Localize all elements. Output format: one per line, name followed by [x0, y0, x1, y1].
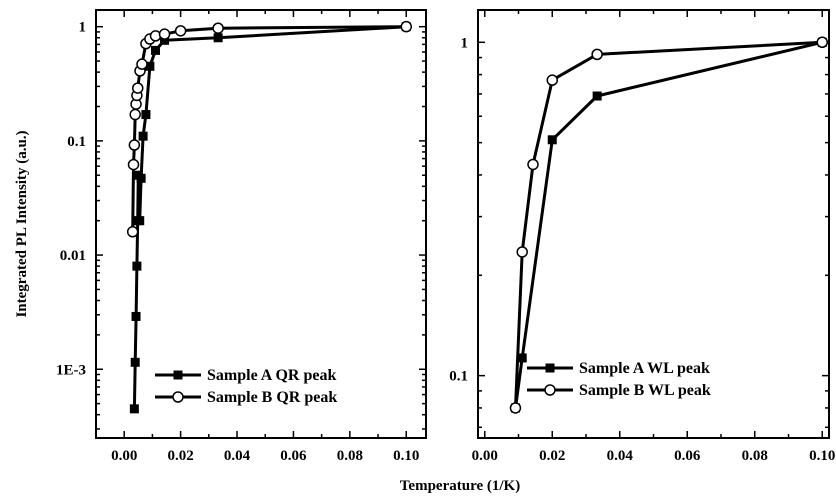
series-1 [509, 36, 828, 414]
data-point [132, 261, 142, 271]
series-line [131, 25, 407, 232]
y-tick-label: 0.1 [449, 369, 468, 385]
y-tick-label: 1E-3 [56, 362, 86, 378]
data-point [527, 158, 539, 171]
data-point [547, 135, 557, 145]
series-0 [129, 22, 411, 414]
data-point [126, 226, 139, 238]
data-point [158, 28, 171, 40]
y-axis-title: Integrated PL Intensity (a.u.) [14, 130, 30, 317]
data-point [136, 173, 146, 183]
legend-marker [173, 370, 183, 380]
x-tick-label: 0.10 [809, 448, 835, 464]
x-tick-label: 0.10 [393, 448, 419, 464]
legend-label: Sample B QR peak [207, 389, 337, 406]
data-point [174, 25, 187, 37]
series-line [514, 40, 823, 408]
y-tick-label: 1 [461, 35, 469, 51]
data-point [129, 404, 139, 414]
x-tick-label: 0.06 [674, 448, 701, 464]
data-point [131, 82, 144, 94]
data-point [816, 36, 828, 49]
x-tick-label: 0.08 [742, 448, 768, 464]
legend-marker [544, 384, 556, 396]
data-point [130, 357, 140, 367]
y-tick-label: 0.1 [67, 134, 86, 150]
panel-qr-peak: 0.00 0.02 0.04 0.06 0.08 0.10 1E-3 0.01 0.1 1 Inte… [14, 9, 427, 464]
series-line [514, 40, 823, 409]
data-point [135, 216, 145, 226]
series-1 [126, 20, 413, 238]
series-0 [510, 37, 827, 413]
data-point [131, 311, 141, 321]
x-tick-label: 0.04 [224, 448, 251, 464]
x-tick-label: 0.00 [111, 448, 137, 464]
data-point [128, 139, 141, 151]
legend-marker [172, 391, 184, 403]
x-tick-label: 0.02 [539, 448, 565, 464]
data-point [509, 402, 522, 414]
x-tick-label: 0.04 [607, 448, 634, 464]
data-point [546, 74, 558, 86]
y-tick-label: 0.01 [60, 248, 86, 264]
data-point [592, 91, 602, 101]
y-tick-label: 1 [79, 20, 87, 36]
panel-wl-peak: 0.00 0.02 0.04 0.06 0.08 0.10 0.1 1 Sample A WL … [449, 9, 835, 464]
data-point [138, 131, 148, 141]
data-point [127, 158, 140, 171]
data-point [145, 61, 155, 71]
data-point [160, 35, 170, 45]
data-point [151, 45, 161, 55]
legend-label: Sample A QR peak [207, 367, 336, 384]
x-tick-label: 0.08 [337, 448, 363, 464]
data-point [213, 33, 223, 43]
legend-label: Sample A WL peak [579, 360, 710, 377]
plot-frame [95, 9, 427, 439]
data-point [212, 22, 224, 34]
legend-label: Sample B WL peak [579, 382, 711, 399]
x-tick-label: 0.00 [472, 448, 498, 464]
data-point [136, 58, 148, 70]
legend-marker [545, 363, 555, 373]
data-point [400, 20, 413, 33]
legend: Sample A QR peak Sample B QR peak [155, 367, 337, 406]
x-tick-label: 0.06 [280, 448, 307, 464]
data-point [516, 246, 528, 258]
data-point [141, 110, 151, 120]
data-point [591, 48, 603, 61]
data-point [129, 108, 141, 121]
series-line [132, 25, 407, 409]
x-axis-title: Temperature (1/K) [400, 478, 520, 494]
data-point [149, 30, 162, 42]
data-point [517, 353, 527, 363]
x-tick-label: 0.02 [167, 448, 193, 464]
legend: Sample A WL peak Sample B WL peak [527, 360, 711, 399]
